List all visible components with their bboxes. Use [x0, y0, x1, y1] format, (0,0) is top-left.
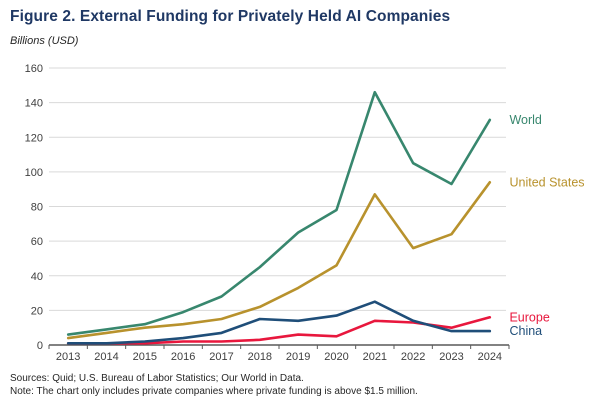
x-axis-tick-label: 2017 — [209, 351, 233, 363]
x-axis-tick-label: 2021 — [363, 351, 387, 363]
series-line-united-states — [66, 181, 492, 340]
y-axis-tick-label: 60 — [31, 236, 43, 248]
funding-line-chart: 0 20 40 60 80 100 120 140 160 2013 2014 2015 2016 201… — [25, 63, 585, 363]
y-axis-tick-label: 160 — [25, 63, 43, 75]
x-axis-tick-label: 2022 — [401, 351, 425, 363]
page-title: Figure 2. External Funding for Privately… — [10, 8, 451, 25]
y-axis-tick-label: 100 — [25, 167, 43, 179]
footer-note: Note: The chart only includes private co… — [10, 386, 418, 397]
x-axis-tick-label: 2020 — [324, 351, 348, 363]
y-axis-tick-label: 40 — [31, 271, 43, 283]
y-axis-tick-label: 140 — [25, 98, 43, 110]
series-line-china — [66, 300, 492, 345]
chart-footnotes: Sources: Quid; U.S. Bureau of Labor Stat… — [10, 372, 595, 398]
series-label-europe: Europe — [506, 310, 550, 324]
x-axis-tick-label: 2015 — [133, 351, 157, 363]
series-label-china: China — [506, 324, 542, 338]
x-axis-tick-label: 2016 — [171, 351, 195, 363]
y-axis-tick-label: 20 — [31, 305, 43, 317]
series-line-world — [66, 90, 492, 336]
footer-sources: Sources: Quid; U.S. Bureau of Labor Stat… — [10, 373, 304, 384]
y-axis-tick-label: 0 — [37, 340, 43, 352]
x-axis-tick-label: 2013 — [56, 351, 80, 363]
x-axis-tick-label: 2019 — [286, 351, 310, 363]
x-axis-tick-label: 2014 — [94, 351, 118, 363]
series-label-world: World — [506, 113, 542, 127]
y-axis-tick-label: 120 — [25, 132, 43, 144]
y-axis-tick-label: 80 — [31, 202, 43, 214]
x-axis-tick-label: 2023 — [439, 351, 463, 363]
series-label-united-states: United States — [506, 175, 585, 189]
x-axis-tick-label: 2024 — [478, 351, 502, 363]
x-axis-tick-label: 2018 — [248, 351, 272, 363]
chart-subtitle: Billions (USD) — [10, 35, 79, 47]
